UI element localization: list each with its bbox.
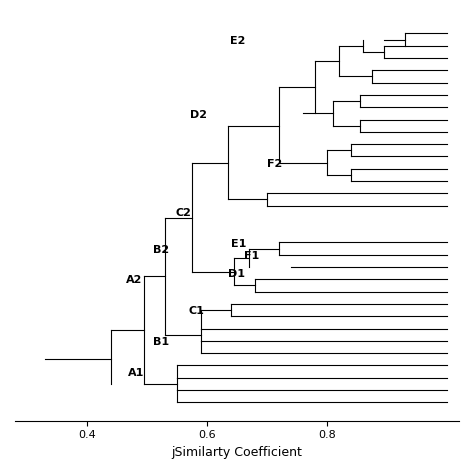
Text: B1: B1 — [153, 337, 169, 347]
Text: A2: A2 — [126, 275, 142, 285]
Text: C1: C1 — [189, 306, 205, 316]
Text: C2: C2 — [176, 208, 191, 218]
Text: A1: A1 — [128, 368, 144, 378]
Text: B2: B2 — [153, 245, 169, 255]
Text: E2: E2 — [230, 36, 245, 46]
X-axis label: jSimilarty Coefficient: jSimilarty Coefficient — [172, 446, 302, 459]
Text: D1: D1 — [228, 269, 245, 279]
Text: F1: F1 — [244, 251, 259, 261]
Text: E1: E1 — [231, 238, 246, 248]
Text: F2: F2 — [267, 159, 282, 169]
Text: D2: D2 — [190, 109, 207, 119]
